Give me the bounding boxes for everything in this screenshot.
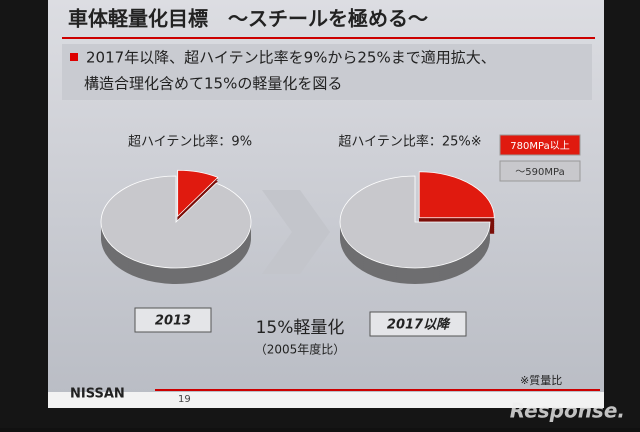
pie-slice [339, 175, 491, 269]
brand: NISSAN [70, 387, 125, 402]
pie-slice [418, 171, 495, 219]
footnote: ※質量比 [520, 373, 562, 387]
footer [48, 392, 604, 408]
watermark: Response. [510, 399, 625, 423]
bullet-line: 2017年以降、超ハイテン比率を9%から25%まで適用拡大、 [86, 49, 496, 67]
pie-slice [177, 169, 219, 218]
legend-label: ～590MPa [515, 167, 564, 178]
page-number: 19 [178, 394, 191, 405]
year-label: 2017以降 [387, 317, 451, 333]
legend-swatch [499, 134, 581, 156]
slide-title: 車体軽量化目標 ～スチールを極める～ [68, 7, 428, 31]
bullet-line: 構造合理化含めて15%の軽量化を図る [84, 75, 342, 93]
legend-label: 780MPa以上 [510, 140, 569, 152]
label-box [134, 307, 212, 333]
center-sub: （2005年度比） [255, 342, 346, 357]
label-box [369, 311, 467, 337]
pie-title: 超ハイテン比率：9% [128, 134, 252, 150]
bullet-box [62, 44, 592, 100]
pie-title: 超ハイテン比率：25%※ [338, 134, 481, 150]
arrow [262, 190, 330, 274]
bullet-icon [70, 53, 78, 61]
center-main: 15%軽量化 [256, 318, 345, 338]
year-label: 2013 [155, 314, 191, 329]
pie-slice [100, 175, 252, 269]
legend-swatch [499, 160, 581, 182]
